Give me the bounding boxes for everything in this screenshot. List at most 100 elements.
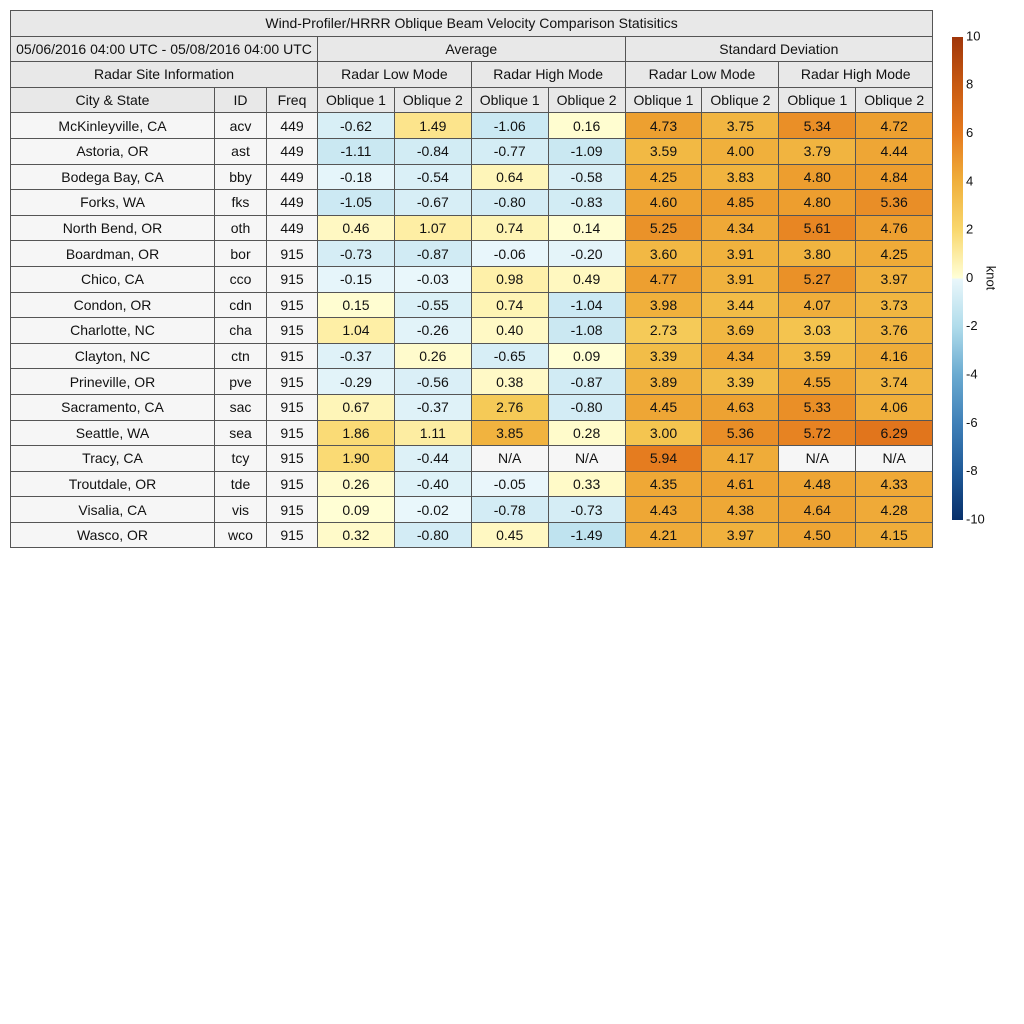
value-cell: 0.14	[547, 214, 626, 242]
value-cell: 1.86	[317, 419, 395, 447]
site-cell: 915	[266, 342, 318, 370]
value-cell: -0.18	[317, 163, 395, 191]
value-cell: -0.84	[393, 137, 472, 165]
mode-header: Radar Low Mode	[317, 61, 472, 88]
value-cell: 4.77	[624, 265, 703, 293]
value-cell: 4.64	[778, 496, 857, 523]
value-cell: 3.91	[701, 265, 780, 293]
value-cell: -0.05	[470, 470, 549, 498]
colorbar-label: knot	[984, 266, 999, 291]
site-cell: 915	[266, 317, 318, 344]
table-row: Boardman, OR bor 915 -0.73 -0.87 -0.06 -0.20 3.…	[10, 240, 934, 267]
site-cell: cco	[214, 265, 267, 293]
value-cell: -0.44	[393, 445, 472, 472]
value-cell: 3.91	[701, 240, 780, 267]
table-row: Charlotte, NC cha 915 1.04 -0.26 0.40 -1.08 2.7…	[10, 317, 934, 344]
site-cell: vis	[214, 496, 267, 523]
mode-header: Radar High Mode	[470, 61, 626, 88]
value-cell: 5.36	[855, 189, 934, 216]
site-cell: acv	[214, 112, 267, 139]
table-row: City & State ID Freq Oblique 1 Oblique 2 Obli…	[10, 86, 934, 114]
value-cell: 3.60	[624, 240, 703, 267]
site-cell: bor	[214, 240, 267, 267]
value-cell: 3.74	[855, 368, 934, 395]
value-cell: 4.72	[855, 112, 934, 139]
table-row: Sacramento, CA sac 915 0.67 -0.37 2.76 -0.80 4.…	[10, 393, 934, 421]
value-cell: 3.39	[701, 368, 780, 395]
site-cell: Sacramento, CA	[10, 393, 215, 421]
site-cell: cdn	[214, 291, 267, 319]
colorbar-tick-label: -4	[966, 367, 978, 382]
value-cell: 5.36	[701, 419, 780, 447]
table-row: Wasco, OR wco 915 0.32 -0.80 0.45 -1.49 4.21 3.9…	[10, 521, 934, 549]
comparison-table: Wind-Profiler/HRRR Oblique Beam Velocity…	[9, 10, 934, 549]
site-cell: 915	[266, 393, 318, 421]
site-cell: tcy	[214, 445, 267, 472]
value-cell: 4.34	[701, 214, 780, 242]
value-cell: 0.26	[393, 342, 472, 370]
value-cell: 0.28	[547, 419, 626, 447]
value-cell: -0.55	[393, 291, 472, 319]
value-cell: 2.73	[624, 317, 703, 344]
value-cell: 5.61	[778, 214, 857, 242]
site-cell: McKinleyville, CA	[10, 112, 215, 139]
value-cell: 0.09	[317, 496, 395, 523]
site-cell: 449	[266, 137, 318, 165]
site-cell: 915	[266, 240, 318, 267]
site-cell: Tracy, CA	[10, 445, 215, 472]
date-range: 05/06/2016 04:00 UTC - 05/08/2016 04:00 …	[10, 35, 318, 63]
table-row: Prineville, OR pve 915 -0.29 -0.56 0.38 -0.87 3…	[10, 368, 934, 395]
value-cell: -0.06	[470, 240, 549, 267]
table-row: Bodega Bay, CA bby 449 -0.18 -0.54 0.64 -0.58 4…	[10, 163, 934, 191]
table-row: Chico, CA cco 915 -0.15 -0.03 0.98 0.49 4.77 3.9…	[10, 265, 934, 293]
colorbar-tick-label: 4	[966, 173, 973, 188]
site-cell: Forks, WA	[10, 189, 215, 216]
site-cell: Chico, CA	[10, 265, 215, 293]
group-header: Average	[317, 35, 626, 63]
value-cell: 1.49	[393, 112, 472, 139]
colorbar-tick-label: 2	[966, 222, 973, 237]
value-cell: -1.09	[547, 137, 626, 165]
site-cell: 915	[266, 265, 318, 293]
value-cell: 4.16	[855, 342, 934, 370]
value-cell: N/A	[547, 445, 626, 472]
value-cell: 4.44	[855, 137, 934, 165]
group-header: Standard Deviation	[624, 35, 934, 63]
mode-header: Radar Low Mode	[624, 61, 780, 88]
value-cell: 4.45	[624, 393, 703, 421]
value-cell: 3.59	[778, 342, 857, 370]
value-cell: -1.49	[547, 521, 626, 549]
value-cell: 5.94	[624, 445, 703, 472]
value-cell: 4.48	[778, 470, 857, 498]
colorbar-tick-label: -2	[966, 318, 978, 333]
site-cell: 915	[266, 419, 318, 447]
site-cell: sea	[214, 419, 267, 447]
value-cell: 0.26	[317, 470, 395, 498]
site-cell: 915	[266, 291, 318, 319]
value-cell: 3.00	[624, 419, 703, 447]
value-cell: 4.25	[624, 163, 703, 191]
value-cell: 4.85	[701, 189, 780, 216]
value-cell: 4.38	[701, 496, 780, 523]
value-cell: -0.29	[317, 368, 395, 395]
table-title: Wind-Profiler/HRRR Oblique Beam Velocity…	[9, 10, 934, 37]
value-cell: 4.80	[778, 189, 857, 216]
table-row: North Bend, OR oth 449 0.46 1.07 0.74 0.14 5.25…	[10, 214, 934, 242]
value-cell: 2.76	[470, 393, 549, 421]
site-cell: Bodega Bay, CA	[10, 163, 215, 191]
colorbar-tick-label: 8	[966, 77, 973, 92]
value-cell: -1.08	[547, 317, 626, 344]
site-cell: 915	[266, 470, 318, 498]
colorbar-tick-label: 6	[966, 125, 973, 140]
site-cell: sac	[214, 393, 267, 421]
site-cell: pve	[214, 368, 267, 395]
value-cell: 3.03	[778, 317, 857, 344]
value-cell: 3.80	[778, 240, 857, 267]
value-cell: 4.61	[701, 470, 780, 498]
value-cell: 0.16	[547, 112, 626, 139]
column-header: Oblique 1	[624, 86, 703, 114]
column-header: ID	[214, 86, 267, 114]
column-header: City & State	[10, 86, 215, 114]
value-cell: -0.73	[317, 240, 395, 267]
value-cell: 5.34	[778, 112, 857, 139]
